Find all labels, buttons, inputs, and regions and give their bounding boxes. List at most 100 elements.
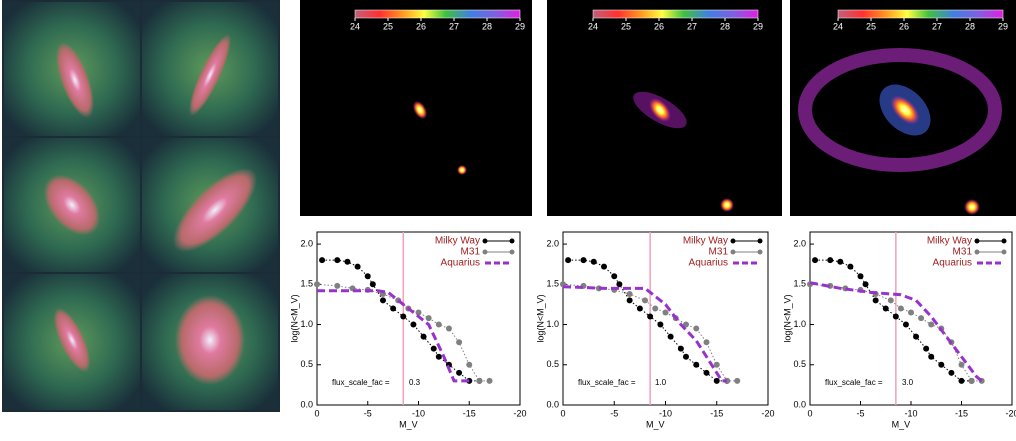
series-line bbox=[562, 285, 727, 383]
series-point bbox=[918, 315, 925, 322]
colorbar-tick-label: 25 bbox=[621, 21, 631, 31]
y-tick-label: 1.5 bbox=[300, 279, 313, 289]
series-point bbox=[734, 377, 741, 384]
y-tick-label: 1.0 bbox=[546, 319, 559, 329]
series-point bbox=[435, 321, 442, 328]
colorbar-tick-label: 25 bbox=[866, 21, 876, 31]
x-tick-label: -5 bbox=[610, 408, 618, 418]
map-halo bbox=[798, 48, 1002, 172]
series-point bbox=[968, 377, 975, 384]
galaxy-core bbox=[173, 168, 257, 252]
series-point bbox=[616, 281, 623, 288]
legend-swatch bbox=[730, 238, 736, 244]
colorbar-tick-label: 26 bbox=[416, 21, 426, 31]
series-point bbox=[476, 377, 483, 384]
series-point bbox=[580, 257, 587, 264]
y-axis-label: log(N<M_V) bbox=[289, 294, 299, 342]
series-point bbox=[703, 369, 710, 376]
series-point bbox=[667, 333, 674, 340]
y-axis-label: log(N<M_V) bbox=[535, 294, 545, 342]
series-point bbox=[456, 339, 463, 346]
legend-swatch bbox=[482, 238, 488, 244]
galaxy-core bbox=[56, 42, 94, 118]
y-tick-label: 0.0 bbox=[546, 399, 559, 409]
legend-swatch bbox=[757, 238, 763, 244]
series-point bbox=[657, 321, 664, 328]
series-point bbox=[652, 305, 659, 312]
galaxy-panels bbox=[2, 0, 280, 412]
series-point bbox=[364, 273, 371, 280]
legend-swatch bbox=[730, 249, 736, 255]
surface-brightness-maps bbox=[300, 0, 1016, 216]
series-point bbox=[902, 321, 909, 328]
series-point bbox=[435, 353, 442, 360]
colorbar-tick-label: 28 bbox=[965, 21, 975, 31]
series-point bbox=[425, 315, 432, 322]
series-point bbox=[626, 297, 633, 304]
series-point bbox=[887, 297, 894, 304]
colorbar-tick-label: 28 bbox=[720, 21, 730, 31]
map-source bbox=[964, 199, 980, 215]
series-point bbox=[938, 361, 945, 368]
series-point bbox=[334, 257, 341, 264]
annotation-label: flux_scale_fac = bbox=[825, 378, 883, 387]
legend-label: Aquarius bbox=[933, 258, 972, 269]
colorbar-tick-label: 27 bbox=[687, 21, 697, 31]
series-point bbox=[713, 377, 720, 384]
series-point bbox=[693, 361, 700, 368]
series-point bbox=[344, 258, 351, 265]
series-point bbox=[892, 313, 899, 320]
series-point bbox=[415, 309, 422, 316]
series-point bbox=[683, 321, 689, 328]
map-source bbox=[720, 198, 734, 212]
y-tick-label: 1.5 bbox=[793, 279, 806, 289]
series-point bbox=[713, 361, 720, 368]
series-point bbox=[882, 305, 889, 312]
legend-label: M31 bbox=[709, 247, 729, 258]
series-point bbox=[379, 297, 386, 304]
series-point bbox=[683, 353, 689, 360]
y-tick-label: 1.0 bbox=[793, 319, 806, 329]
y-tick-label: 1.0 bbox=[300, 319, 313, 329]
series-point bbox=[857, 273, 864, 280]
legend-label: Aquarius bbox=[689, 258, 728, 269]
series-point bbox=[693, 325, 700, 332]
series-point bbox=[958, 361, 965, 368]
x-tick-label: 0 bbox=[314, 408, 319, 418]
map-source bbox=[649, 98, 671, 122]
series-point bbox=[334, 282, 341, 289]
series-point bbox=[872, 297, 879, 304]
legend-swatch bbox=[482, 249, 488, 255]
galaxy-core bbox=[43, 174, 101, 236]
y-tick-label: 0.0 bbox=[793, 399, 806, 409]
series-point bbox=[354, 263, 361, 270]
x-tick-label: -20 bbox=[513, 408, 526, 418]
colorbar-tick-label: 26 bbox=[654, 21, 664, 31]
galaxy-core bbox=[53, 307, 91, 373]
x-tick-label: -15 bbox=[710, 408, 723, 418]
x-axis-label: M_V bbox=[399, 419, 418, 429]
legend-swatch bbox=[974, 249, 980, 255]
legend-label: Aquarius bbox=[441, 258, 480, 269]
y-tick-label: 0.5 bbox=[793, 359, 806, 369]
legend-swatch bbox=[509, 238, 515, 244]
series-point bbox=[897, 305, 904, 312]
y-tick-label: 0.5 bbox=[546, 359, 559, 369]
x-tick-label: 0 bbox=[560, 408, 565, 418]
x-tick-label: -5 bbox=[364, 408, 372, 418]
x-tick-label: 0 bbox=[807, 408, 812, 418]
x-tick-label: -10 bbox=[412, 408, 425, 418]
series-point bbox=[958, 377, 965, 384]
series-point bbox=[928, 353, 935, 360]
colorbar-tick-label: 27 bbox=[449, 21, 459, 31]
plot-area bbox=[316, 231, 521, 406]
colorbar-tick-label: 25 bbox=[383, 21, 393, 31]
x-tick-label: -10 bbox=[904, 408, 917, 418]
series-point bbox=[647, 313, 654, 320]
series-point bbox=[590, 258, 597, 265]
legend-swatch bbox=[1001, 249, 1007, 255]
series-point bbox=[642, 297, 648, 304]
legend-label: Milky Way bbox=[435, 236, 480, 247]
series-point bbox=[314, 281, 320, 288]
